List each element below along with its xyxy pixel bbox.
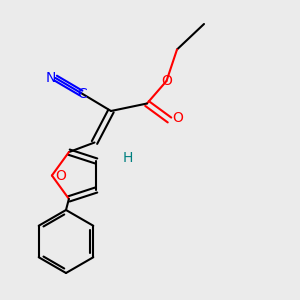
- Text: O: O: [162, 74, 172, 88]
- Text: N: N: [46, 71, 56, 85]
- Text: H: H: [122, 151, 133, 164]
- Text: C: C: [77, 87, 87, 100]
- Text: O: O: [172, 112, 183, 125]
- Text: O: O: [55, 169, 66, 182]
